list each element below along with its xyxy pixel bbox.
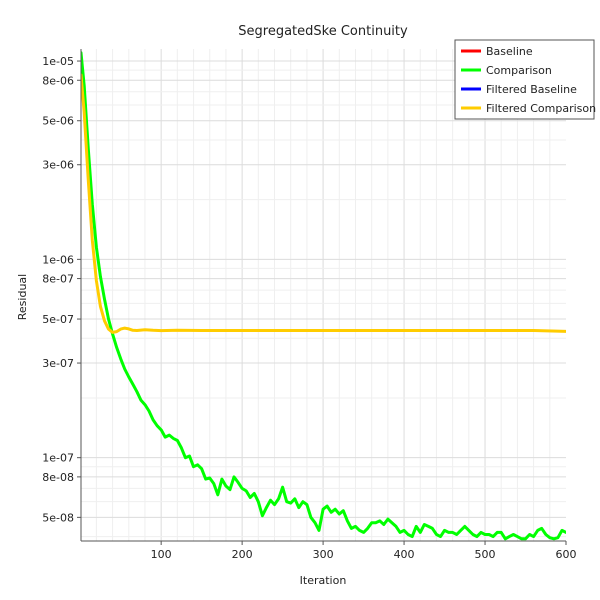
legend: Baseline Comparison Filtered Baseline Filte… xyxy=(454,39,596,120)
x-axis-label: Iteration xyxy=(300,574,347,587)
y-tick-label: 8e-08 xyxy=(42,471,74,484)
chart-title: SegregatedSke Continuity xyxy=(238,24,408,39)
x-axis-ticks: 100 200 300 400 500 600 xyxy=(151,541,577,561)
y-tick-label: 5e-06 xyxy=(42,115,74,128)
y-tick-label: 3e-06 xyxy=(42,159,74,172)
x-tick-label: 300 xyxy=(313,548,334,561)
y-tick-label: 1e-06 xyxy=(42,253,74,266)
y-tick-label: 8e-06 xyxy=(42,74,74,87)
y-tick-label: 5e-08 xyxy=(42,511,74,524)
y-axis-ticks: 1e-05 8e-06 5e-06 3e-06 1e-06 8e-07 5e-07 3e-07… xyxy=(42,55,81,524)
y-tick-label: 1e-05 xyxy=(42,55,74,68)
x-tick-label: 100 xyxy=(151,548,172,561)
x-tick-label: 500 xyxy=(475,548,496,561)
y-axis-label: Residual xyxy=(16,274,29,320)
legend-label: Filtered Baseline xyxy=(486,83,577,96)
y-tick-label: 8e-07 xyxy=(42,273,74,286)
legend-label: Comparison xyxy=(486,64,552,77)
legend-label: Baseline xyxy=(486,45,533,58)
x-tick-label: 400 xyxy=(394,548,415,561)
y-tick-label: 1e-07 xyxy=(42,452,74,465)
y-tick-label: 5e-07 xyxy=(42,313,74,326)
chart-grid xyxy=(81,49,566,541)
x-tick-label: 600 xyxy=(556,548,577,561)
series-line-comparison xyxy=(81,51,566,541)
legend-box xyxy=(454,39,595,120)
y-tick-label: 3e-07 xyxy=(42,357,74,370)
series-layer xyxy=(81,51,566,541)
legend-label: Filtered Comparison xyxy=(486,102,596,115)
x-tick-label: 200 xyxy=(232,548,253,561)
series-line-filtered-comparison xyxy=(81,73,566,334)
